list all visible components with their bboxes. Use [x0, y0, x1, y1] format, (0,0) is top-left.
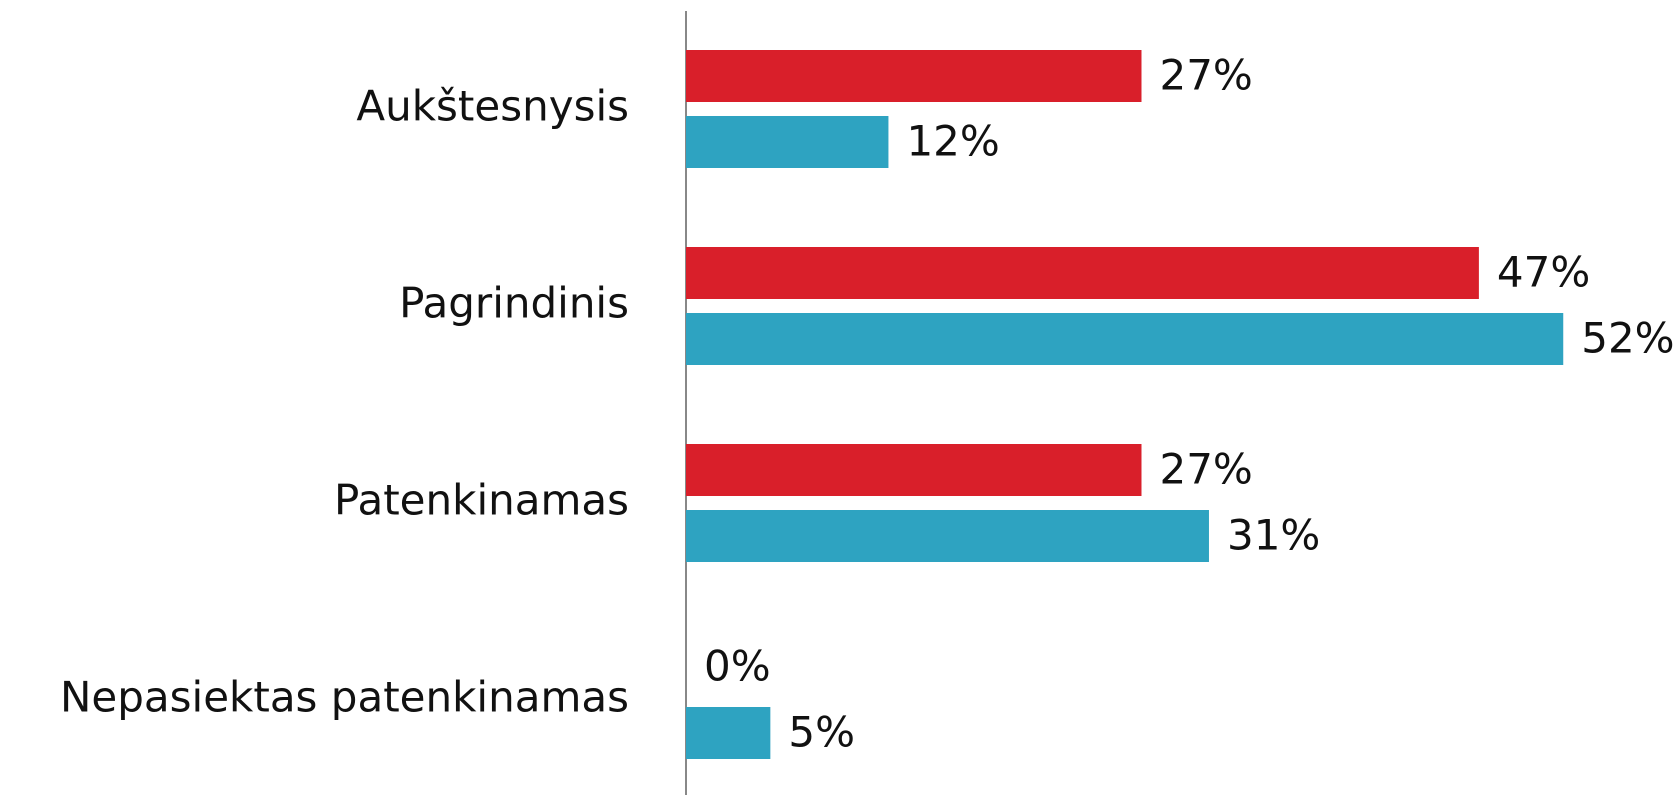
bar	[686, 116, 889, 168]
value-label: 12%	[906, 117, 999, 166]
value-label: 27%	[1159, 445, 1252, 494]
value-label: 47%	[1497, 248, 1590, 297]
category-label: Patenkinamas	[334, 476, 629, 525]
category-label: Pagrindinis	[399, 279, 629, 328]
bar	[686, 510, 1209, 562]
value-label: 52%	[1581, 314, 1674, 363]
value-label: 27%	[1159, 51, 1252, 100]
value-label: 0%	[704, 642, 771, 691]
bar	[686, 50, 1142, 102]
category-label: Nepasiektas patenkinamas	[60, 673, 629, 722]
category-label: Aukštesnysis	[356, 82, 629, 131]
value-label: 5%	[788, 708, 855, 757]
bar	[686, 444, 1142, 496]
bar	[686, 247, 1479, 299]
value-label: 31%	[1227, 511, 1320, 560]
bar	[686, 313, 1564, 365]
bar	[686, 707, 771, 759]
